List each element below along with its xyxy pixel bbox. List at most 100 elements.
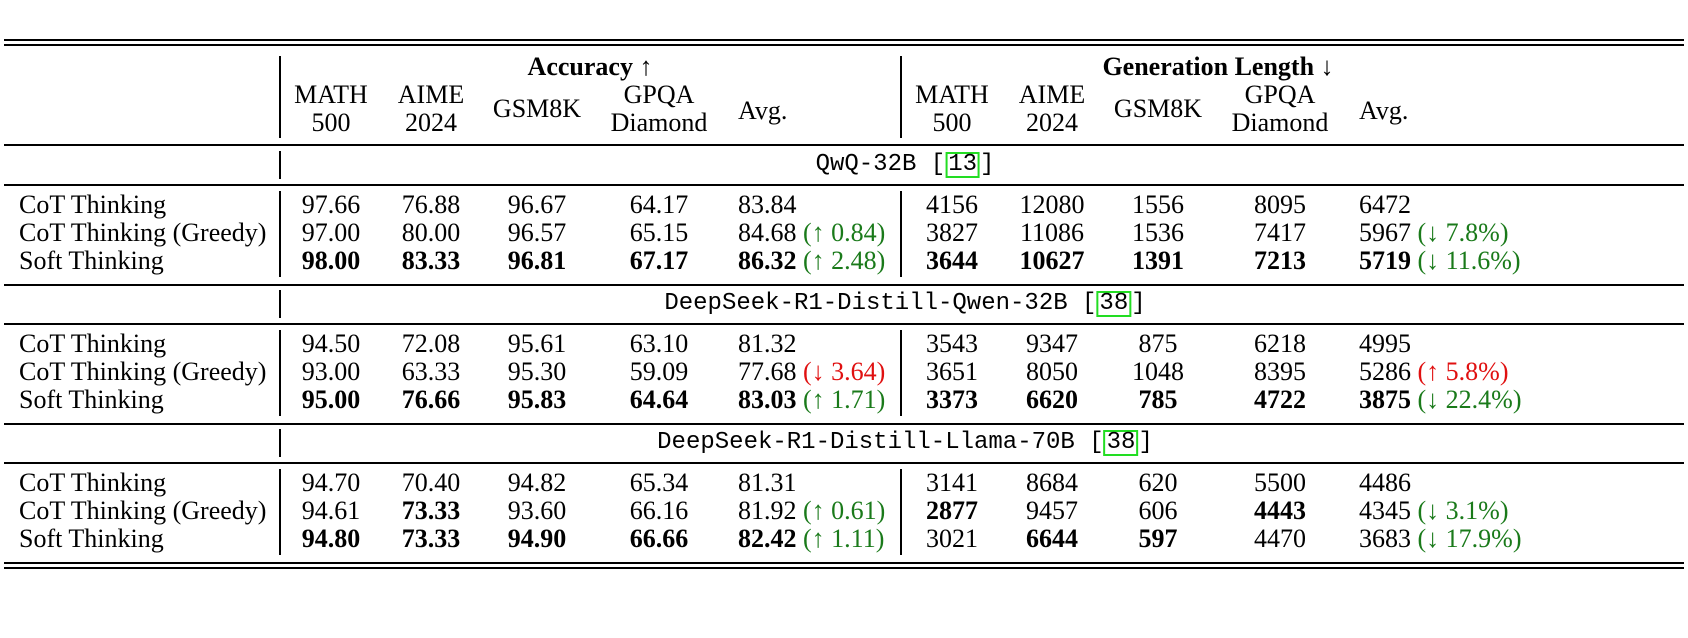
length-avg-cell: 3683 (↓ 17.9%) (1359, 524, 1521, 554)
col-header-gsm8k: GSM8K (1113, 94, 1203, 123)
model-name: QwQ-32B (815, 151, 917, 178)
vline-mid (900, 469, 902, 555)
accuracy-avg-cell: 82.42 (↑ 1.11) (738, 524, 884, 554)
method-label: CoT Thinking (Greedy) (19, 357, 267, 386)
accuracy-cell: 64.64 (629, 385, 689, 414)
length-avg-cell: 3875 (↓ 22.4%) (1359, 385, 1521, 415)
accuracy-avg-cell: 81.92 (↑ 0.61) (738, 496, 885, 526)
header-accuracy: Accuracy ↑ (527, 52, 653, 81)
method-label: CoT Thinking (19, 190, 167, 219)
length-cell: 6620 (1026, 385, 1078, 414)
col-header-gpqa-diamond: GPQA Diamond (610, 80, 708, 137)
header-rule (4, 144, 1684, 146)
length-cell: 4470 (1254, 524, 1306, 553)
col-header-aime2024: AIME 2024 (397, 80, 465, 137)
accuracy-cell: 94.61 (301, 496, 361, 525)
method-label: Soft Thinking (19, 385, 164, 414)
accuracy-cell: 64.17 (629, 190, 689, 219)
citation-link[interactable]: 38 (1103, 430, 1139, 456)
accuracy-cell: 94.90 (507, 524, 567, 553)
accuracy-cell: 67.17 (629, 246, 689, 275)
section-model-title: QwQ-32B [13] (815, 151, 995, 178)
section-model-title: DeepSeek-R1-Distill-Llama-70B [38] (657, 429, 1153, 456)
length-cell: 4722 (1254, 385, 1306, 414)
accuracy-avg-cell: 77.68 (↓ 3.64) (738, 357, 885, 387)
accuracy-cell: 94.50 (301, 329, 361, 358)
accuracy-cell: 95.83 (507, 385, 567, 414)
length-cell: 8050 (1026, 357, 1078, 386)
accuracy-cell: 65.34 (629, 468, 689, 497)
section-model-title: DeepSeek-R1-Distill-Qwen-32B [38] (664, 290, 1146, 317)
length-cell: 2877 (926, 496, 978, 525)
length-cell: 8395 (1254, 357, 1306, 386)
accuracy-avg-cell: 83.84 (738, 190, 797, 220)
length-avg-cell: 5967 (↓ 7.8%) (1359, 218, 1508, 248)
accuracy-cell: 66.16 (629, 496, 689, 525)
length-delta: (↑ 5.8%) (1411, 357, 1509, 386)
col-header-avg: Avg. (1359, 96, 1409, 125)
accuracy-cell: 97.66 (301, 190, 361, 219)
accuracy-cell: 96.81 (507, 246, 567, 275)
accuracy-cell: 93.00 (301, 357, 361, 386)
length-cell: 3373 (926, 385, 978, 414)
accuracy-cell: 63.33 (401, 357, 461, 386)
avg-value: 5967 (1359, 218, 1411, 247)
accuracy-cell: 73.33 (401, 496, 461, 525)
avg-value: 5719 (1359, 246, 1411, 275)
length-cell: 3651 (926, 357, 978, 386)
vline-label (279, 151, 281, 179)
avg-value: 86.32 (738, 246, 797, 275)
method-label: CoT Thinking (Greedy) (19, 496, 267, 525)
vline-label (279, 290, 281, 318)
col-header-gpqa-diamond: GPQA Diamond (1231, 80, 1329, 137)
length-cell: 1391 (1132, 246, 1184, 275)
accuracy-avg-cell: 84.68 (↑ 0.84) (738, 218, 885, 248)
length-cell: 1048 (1132, 357, 1184, 386)
accuracy-delta: (↓ 3.64) (796, 357, 886, 386)
length-cell: 11086 (1019, 218, 1085, 247)
bottom-rule-2 (4, 567, 1684, 569)
vline-label (279, 469, 281, 555)
accuracy-cell: 80.00 (401, 218, 461, 247)
length-cell: 620 (1138, 468, 1178, 497)
vline-label (279, 191, 281, 277)
top-rule (4, 39, 1684, 41)
bottom-rule (4, 562, 1684, 564)
length-cell: 875 (1138, 329, 1178, 358)
length-cell: 3827 (926, 218, 978, 247)
accuracy-cell: 59.09 (629, 357, 689, 386)
accuracy-cell: 94.82 (507, 468, 567, 497)
length-avg-cell: 5286 (↑ 5.8%) (1359, 357, 1508, 387)
avg-value: 3875 (1359, 385, 1411, 414)
accuracy-avg-cell: 81.31 (738, 468, 797, 498)
length-cell: 1536 (1132, 218, 1184, 247)
length-delta: (↓ 17.9%) (1411, 524, 1522, 553)
accuracy-cell: 83.33 (401, 246, 461, 275)
accuracy-cell: 94.70 (301, 468, 361, 497)
col-header-gsm8k: GSM8K (492, 94, 582, 123)
length-cell: 3543 (926, 329, 978, 358)
length-cell: 10627 (1019, 246, 1085, 275)
length-cell: 9347 (1026, 329, 1078, 358)
citation-link[interactable]: 13 (945, 152, 981, 178)
avg-value: 81.31 (738, 468, 797, 497)
length-delta: (↓ 11.6%) (1411, 246, 1521, 275)
length-cell: 8095 (1254, 190, 1306, 219)
method-label: CoT Thinking (19, 468, 167, 497)
avg-value: 83.03 (738, 385, 797, 414)
method-label: CoT Thinking (Greedy) (19, 218, 267, 247)
accuracy-cell: 96.67 (507, 190, 567, 219)
col-header-math500: MATH 500 (294, 80, 368, 137)
citation-link[interactable]: 38 (1096, 291, 1132, 317)
vline-label (279, 56, 281, 138)
accuracy-cell: 66.66 (629, 524, 689, 553)
accuracy-cell: 95.30 (507, 357, 567, 386)
length-cell: 7213 (1254, 246, 1306, 275)
top-rule-2 (4, 44, 1684, 46)
accuracy-cell: 96.57 (507, 218, 567, 247)
length-cell: 1556 (1132, 190, 1184, 219)
accuracy-cell: 72.08 (401, 329, 461, 358)
accuracy-cell: 97.00 (301, 218, 361, 247)
avg-value: 84.68 (738, 218, 797, 247)
